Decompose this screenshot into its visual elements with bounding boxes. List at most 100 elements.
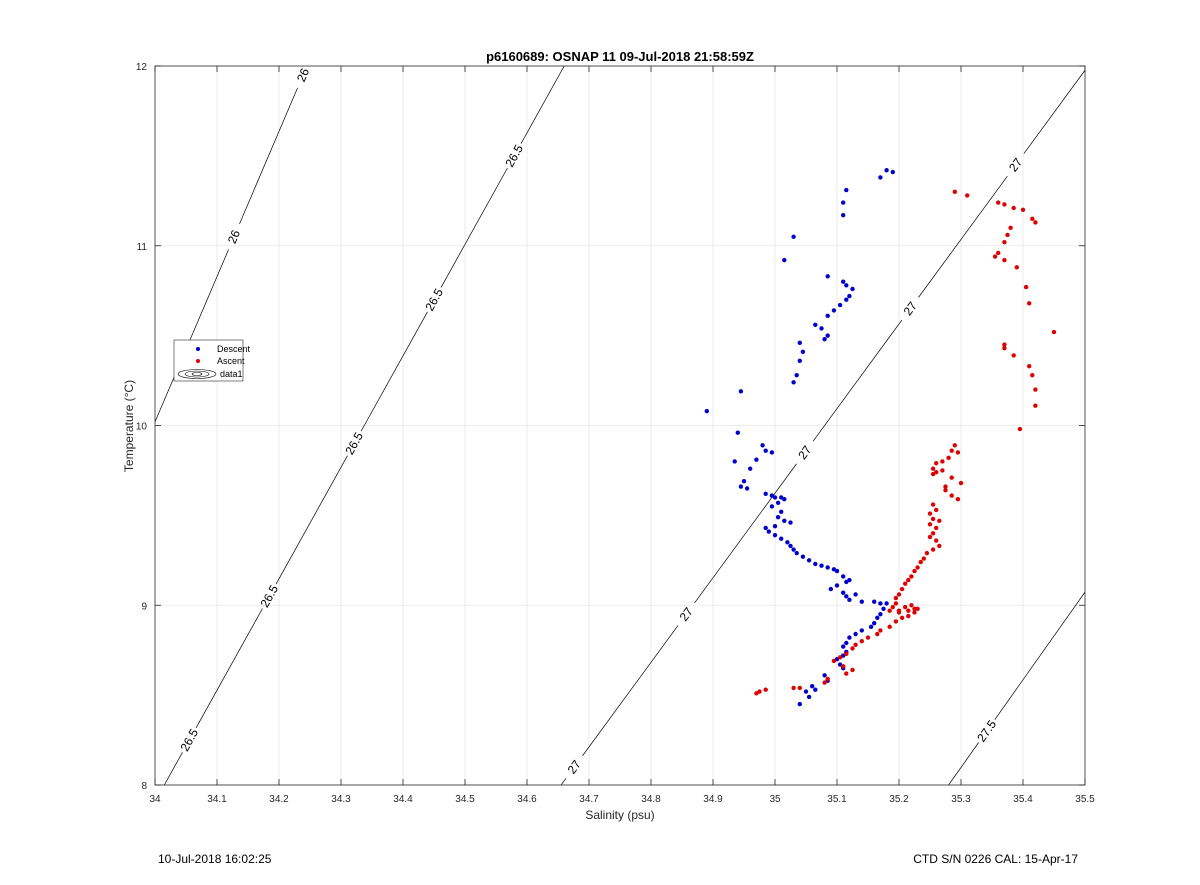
contour-26: 26 26 [155, 66, 312, 423]
descent-point [748, 466, 753, 471]
descent-point [794, 372, 799, 378]
ascent-point [996, 200, 1001, 205]
descent-point [791, 380, 796, 385]
descent-point [828, 586, 833, 592]
contour-segment [163, 752, 183, 785]
descent-point [782, 496, 787, 502]
ascent-point [930, 531, 936, 536]
ascent-point [949, 475, 954, 480]
descent-point [844, 594, 849, 599]
descent-point [844, 297, 849, 302]
descent-point [875, 615, 880, 621]
contour-label: 27 [901, 299, 920, 318]
x-tick-label: 35 [769, 794, 781, 805]
descent-point [822, 337, 827, 342]
ascent-point [912, 610, 917, 615]
contour-label: 26 [225, 228, 243, 246]
descent-point [775, 514, 781, 520]
descent-point [850, 286, 855, 292]
contour-segment [155, 249, 229, 423]
descent-point [834, 568, 840, 574]
x-tick-label: 35.2 [889, 794, 909, 805]
descent-point [769, 504, 775, 509]
x-tick-label: 35.4 [1013, 794, 1033, 805]
descent-point [813, 322, 818, 328]
descent-point [847, 293, 852, 299]
contour-label: 27 [565, 757, 584, 776]
descent-point [797, 701, 802, 707]
ascent-point [930, 516, 936, 522]
contour-label: 26.5 [257, 582, 281, 610]
descent-point [825, 313, 830, 319]
ascent-point [887, 624, 892, 630]
descent-point [704, 408, 709, 414]
y-axis-ticks: 8 9 10 11 12 [136, 62, 1085, 792]
x-tick-label: 35.3 [951, 794, 971, 805]
ascent-point [955, 496, 961, 502]
descent-point [853, 592, 858, 597]
contour-segment [582, 625, 679, 756]
y-tick-label: 8 [141, 781, 147, 792]
ascent-point [940, 459, 945, 464]
descent-point [779, 509, 784, 514]
footer-ctd-info: CTD S/N 0226 CAL: 15-Apr-17 [913, 852, 1078, 866]
ascent-point [915, 565, 920, 570]
descent-series [704, 168, 895, 707]
footer-timestamp: 10-Jul-2018 16:02:25 [158, 852, 272, 866]
ascent-series [754, 189, 1057, 696]
ascent-point [1030, 216, 1035, 221]
descent-point [825, 274, 830, 279]
ascent-point [1008, 225, 1013, 230]
descent-point [810, 683, 815, 689]
ascent-point [1051, 329, 1057, 335]
ascent-point [937, 518, 942, 523]
legend-label-data1: data1 [220, 369, 243, 379]
descent-point [788, 543, 793, 549]
ascent-point [903, 581, 908, 586]
contour-segment [560, 778, 567, 785]
descent-point [806, 694, 812, 700]
descent-point [819, 326, 824, 331]
ascent-point [899, 615, 905, 621]
x-tick-label: 35.5 [1075, 794, 1095, 805]
ascent-point [927, 511, 933, 516]
x-tick-label: 35.1 [827, 794, 847, 805]
descent-point [881, 606, 886, 612]
contour-label: 26.5 [342, 430, 366, 458]
descent-point [782, 518, 787, 523]
contour-segment [694, 463, 797, 604]
descent-point [779, 536, 784, 541]
ascent-point [844, 651, 849, 656]
descent-point [741, 479, 747, 484]
descent-point [859, 628, 864, 633]
ascent-point [853, 642, 858, 647]
descent-point [841, 200, 846, 205]
descent-point [841, 212, 846, 218]
descent-point [841, 574, 846, 579]
ascent-point [825, 676, 830, 682]
ascent-point [797, 685, 802, 691]
contour-segment [812, 319, 903, 442]
descent-point [872, 599, 877, 604]
ascent-point [952, 189, 957, 195]
descent-point [868, 624, 874, 630]
descent-point [847, 597, 852, 603]
ascent-point [955, 450, 961, 455]
ascent-point [893, 619, 899, 624]
ascent-point [940, 468, 945, 473]
descent-point [853, 631, 858, 637]
ascent-point [822, 680, 827, 685]
descent-point [844, 579, 849, 585]
contour-segment [918, 175, 1008, 298]
ascent-point [1023, 284, 1029, 290]
descent-point [844, 187, 849, 193]
ascent-point [841, 664, 846, 669]
ascent-point [859, 639, 864, 644]
descent-point [884, 168, 889, 173]
ascent-point [1002, 257, 1007, 263]
x-tick-label: 34.5 [455, 794, 475, 805]
contour-segment [275, 455, 348, 585]
descent-point [797, 358, 802, 363]
descent-point [831, 308, 837, 313]
x-tick-label: 34.9 [703, 794, 723, 805]
